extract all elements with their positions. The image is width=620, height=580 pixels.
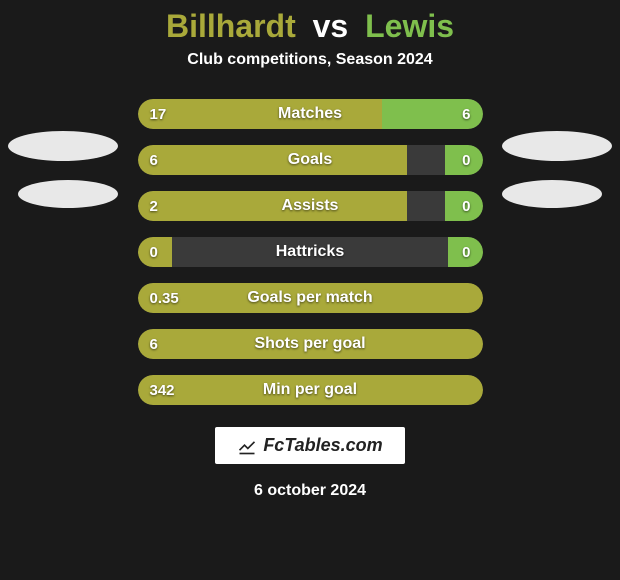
stat-label: Goals xyxy=(138,145,483,175)
stat-bars: 176Matches 60Goals 20Assists 00Hattricks 0.3… xyxy=(138,99,483,405)
title: Billhardt vs Lewis xyxy=(166,8,454,45)
chart-icon xyxy=(237,436,257,456)
stat-label: Shots per goal xyxy=(138,329,483,359)
stat-label: Assists xyxy=(138,191,483,221)
watermark: FcTables.com xyxy=(215,427,404,464)
stat-bar: 6Shots per goal xyxy=(138,329,483,359)
stat-bar: 342Min per goal xyxy=(138,375,483,405)
stat-label: Matches xyxy=(138,99,483,129)
stat-label: Goals per match xyxy=(138,283,483,313)
vs-label: vs xyxy=(313,8,349,44)
stat-label: Hattricks xyxy=(138,237,483,267)
player2-avatar-placeholder xyxy=(502,131,612,161)
player1-avatar-shadow xyxy=(18,180,118,208)
stat-bar: 60Goals xyxy=(138,145,483,175)
subtitle: Club competitions, Season 2024 xyxy=(187,51,432,69)
player1-name: Billhardt xyxy=(166,8,296,44)
watermark-text: FcTables.com xyxy=(263,435,382,456)
stat-bar: 20Assists xyxy=(138,191,483,221)
player2-name: Lewis xyxy=(365,8,454,44)
stat-bar: 0.35Goals per match xyxy=(138,283,483,313)
player2-avatar-shadow xyxy=(502,180,602,208)
date: 6 october 2024 xyxy=(254,482,366,500)
stat-bar: 00Hattricks xyxy=(138,237,483,267)
comparison-card: Billhardt vs Lewis Club competitions, Se… xyxy=(0,0,620,580)
player1-avatar-placeholder xyxy=(8,131,118,161)
stat-bar: 176Matches xyxy=(138,99,483,129)
stat-label: Min per goal xyxy=(138,375,483,405)
